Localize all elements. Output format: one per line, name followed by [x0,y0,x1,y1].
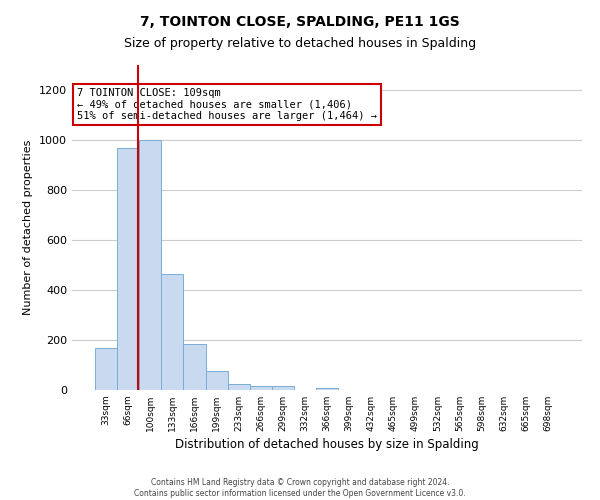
Bar [139,140,161,390]
Text: 7, TOINTON CLOSE, SPALDING, PE11 1GS: 7, TOINTON CLOSE, SPALDING, PE11 1GS [140,15,460,29]
Bar [117,148,139,390]
Text: Size of property relative to detached houses in Spalding: Size of property relative to detached ho… [124,38,476,51]
Bar [161,274,184,390]
Bar [272,386,294,390]
X-axis label: Distribution of detached houses by size in Spalding: Distribution of detached houses by size … [175,438,479,451]
Bar [250,386,272,390]
Bar [227,384,250,390]
Text: Contains HM Land Registry data © Crown copyright and database right 2024.
Contai: Contains HM Land Registry data © Crown c… [134,478,466,498]
Bar [95,348,117,390]
Y-axis label: Number of detached properties: Number of detached properties [23,140,34,315]
Bar [316,388,338,390]
Text: 7 TOINTON CLOSE: 109sqm
← 49% of detached houses are smaller (1,406)
51% of semi: 7 TOINTON CLOSE: 109sqm ← 49% of detache… [77,88,377,121]
Bar [184,344,206,390]
Bar [206,371,227,390]
